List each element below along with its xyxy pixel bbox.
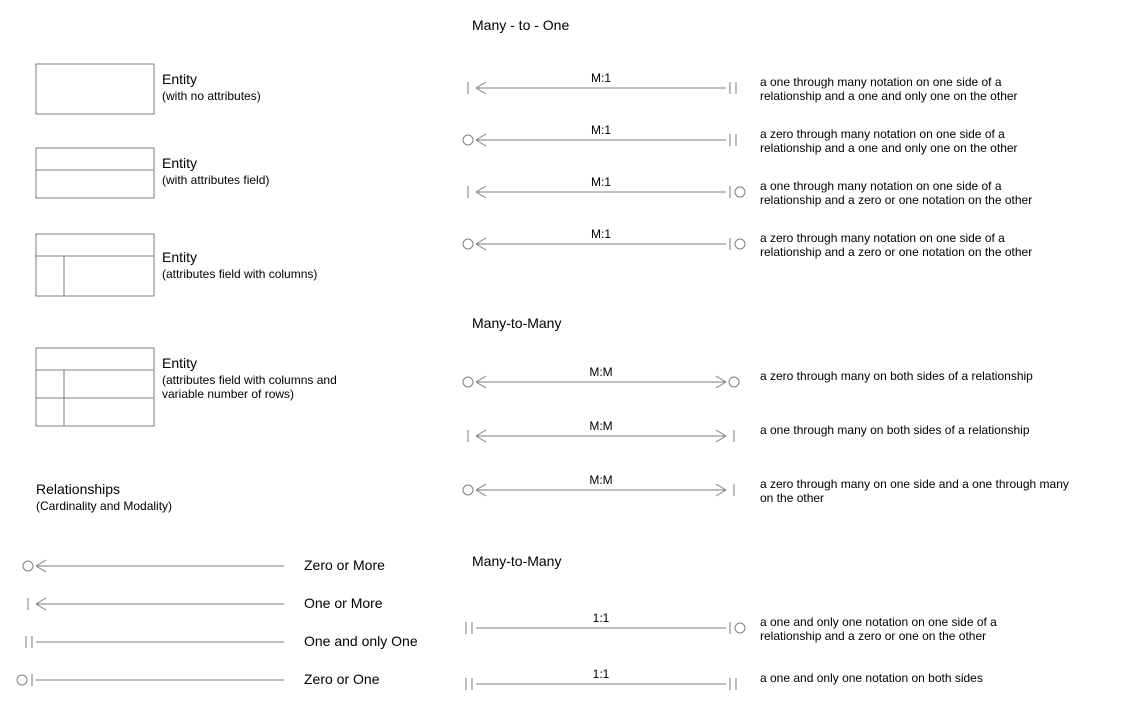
relationship-line: 1:1 <box>466 667 736 690</box>
legend-row: Zero or More <box>23 557 385 573</box>
svg-text:Entity: Entity <box>162 355 197 371</box>
svg-text:One and only One: One and only One <box>304 633 418 649</box>
relationship-row: M:1 a one through many notation on one si… <box>468 71 1018 103</box>
svg-text:M:1: M:1 <box>591 123 611 137</box>
relationship-desc: a one and only one notation on one side … <box>760 615 997 643</box>
section-title: Many-to-Many <box>472 553 561 569</box>
relationship-desc: a one through many notation on one side … <box>760 75 1018 103</box>
svg-text:M:M: M:M <box>589 473 612 487</box>
legend-row: One or More <box>28 595 383 611</box>
relationship-line: 1:1 <box>466 611 745 634</box>
relationship-desc: a zero through many notation on one side… <box>760 231 1032 259</box>
svg-text:Many-to-Many: Many-to-Many <box>472 315 561 331</box>
relationship-row: M:1 a one through many notation on one si… <box>468 175 1032 207</box>
relationship-row: M:1 a zero through many notation on one s… <box>463 123 1018 155</box>
svg-text:M:1: M:1 <box>591 227 611 241</box>
svg-text:(with attributes field): (with attributes field) <box>162 173 269 187</box>
svg-text:One or More: One or More <box>304 595 383 611</box>
relationship-line: M:M <box>463 365 739 388</box>
entity-attrs-columns-rows: Entity (attributes field with columns and… <box>36 348 337 426</box>
relationship-row: M:M a zero through many on one side and a… <box>463 473 1069 505</box>
svg-text:Entity: Entity <box>162 71 197 87</box>
relationship-line: M:1 <box>468 175 745 198</box>
relationship-desc: a one through many on both sides of a re… <box>760 423 1030 437</box>
svg-text:1:1: 1:1 <box>593 667 610 681</box>
relationship-line: M:M <box>463 473 734 496</box>
svg-text:M:M: M:M <box>589 419 612 433</box>
svg-text:Entity: Entity <box>162 155 197 171</box>
legend-row: Zero or One <box>17 671 380 687</box>
svg-text:(attributes field with columns: (attributes field with columns) <box>162 267 317 281</box>
relationships-header: Relationships (Cardinality and Modality) <box>36 481 172 513</box>
section-title: Many - to - One <box>472 17 569 33</box>
relationship-row: M:M a zero through many on both sides of … <box>463 365 1033 388</box>
relationship-row: 1:1 a one and only one notation on one si… <box>466 611 997 643</box>
svg-text:Zero or One: Zero or One <box>304 671 380 687</box>
svg-text:1:1: 1:1 <box>593 611 610 625</box>
svg-text:(Cardinality and Modality): (Cardinality and Modality) <box>36 499 172 513</box>
svg-text:Zero or More: Zero or More <box>304 557 385 573</box>
relationship-desc: a zero through many on one side and a on… <box>760 477 1069 505</box>
relationship-line: M:1 <box>463 123 736 146</box>
relationship-desc: a one and only one notation on both side… <box>760 671 983 685</box>
relationship-row: M:M a one through many on both sides of a… <box>468 419 1030 442</box>
entity-no-attrs: Entity (with no attributes) <box>36 64 261 114</box>
entity-attrs-columns: Entity (attributes field with columns) <box>36 234 317 296</box>
relationship-row: M:1 a zero through many notation on one s… <box>463 227 1032 259</box>
svg-text:Many-to-Many: Many-to-Many <box>472 553 561 569</box>
entity-with-attrs: Entity (with attributes field) <box>36 148 269 198</box>
erd-notation-diagram: Entity (with no attributes) Entity (with at… <box>0 0 1143 725</box>
relationship-row: 1:1 a one and only one notation on both s… <box>466 667 983 690</box>
relationship-line: M:1 <box>463 227 745 250</box>
section-title: Many-to-Many <box>472 315 561 331</box>
relationship-line: M:M <box>468 419 734 442</box>
relationship-desc: a zero through many notation on one side… <box>760 127 1018 155</box>
svg-text:(attributes field with columns: (attributes field with columns andvariab… <box>162 373 337 401</box>
svg-text:(with no attributes): (with no attributes) <box>162 89 261 103</box>
svg-text:Entity: Entity <box>162 249 197 265</box>
svg-text:M:1: M:1 <box>591 71 611 85</box>
svg-text:Relationships: Relationships <box>36 481 120 497</box>
legend-row: One and only One <box>26 633 418 649</box>
svg-text:M:M: M:M <box>589 365 612 379</box>
relationship-desc: a zero through many on both sides of a r… <box>760 369 1033 383</box>
relationship-line: M:1 <box>468 71 736 94</box>
svg-text:M:1: M:1 <box>591 175 611 189</box>
svg-text:Many - to - One: Many - to - One <box>472 17 569 33</box>
relationship-desc: a one through many notation on one side … <box>760 179 1032 207</box>
